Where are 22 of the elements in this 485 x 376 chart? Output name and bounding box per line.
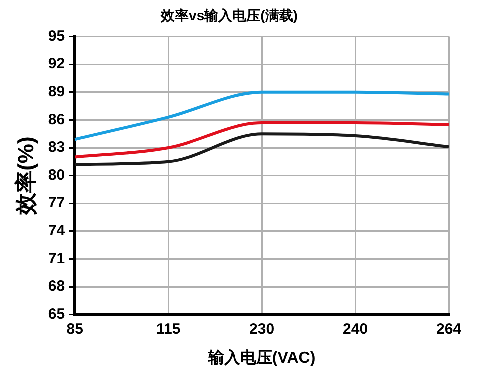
x-tick-label: 115 — [156, 320, 181, 338]
y-tick-label: 77 — [48, 194, 66, 212]
y-tick-label: 71 — [48, 250, 66, 268]
y-tick-label: 92 — [48, 56, 66, 73]
y-tick-label: 86 — [48, 111, 66, 128]
y-tick-label: 83 — [48, 139, 66, 156]
x-axis-title: 输入电压(VAC) — [207, 348, 316, 367]
y-tick-label: 74 — [48, 222, 66, 240]
x-tick-label: 240 — [343, 320, 368, 338]
y-tick-label: 80 — [48, 166, 66, 184]
x-tick-label: 230 — [250, 320, 275, 338]
x-tick-label: 85 — [66, 320, 84, 338]
y-tick-label: 89 — [48, 84, 66, 101]
y-tick-label: 68 — [48, 278, 66, 296]
x-tick-label: 264 — [436, 320, 462, 338]
y-tick-label: 95 — [48, 28, 66, 45]
y-tick-label: 65 — [48, 306, 66, 323]
line-series — [74, 121, 450, 159]
y-axis-title: 效率(%) — [13, 136, 38, 216]
line-series — [74, 132, 450, 166]
line-series — [74, 90, 450, 142]
chart-title: 效率vs输入电压(满载) — [160, 7, 298, 24]
